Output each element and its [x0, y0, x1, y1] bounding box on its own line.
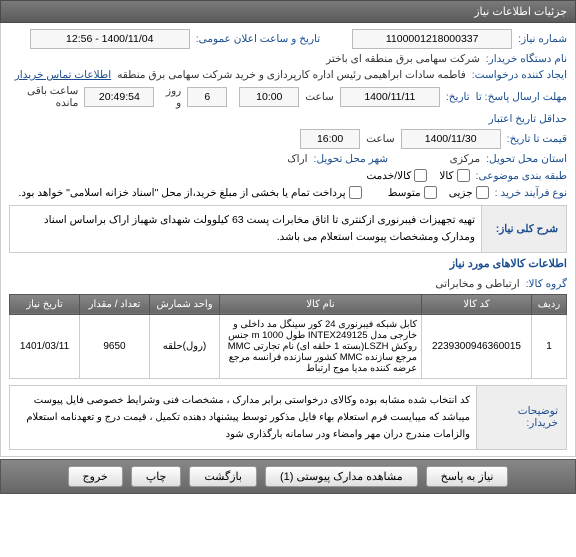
buy-process-label: نوع فرآیند خرید : — [495, 187, 567, 199]
items-table: ردیف کد کالا نام کالا واحد شمارش تعداد /… — [9, 294, 567, 379]
th-date: تاریخ نیاز — [10, 294, 80, 314]
bp-motavaset-label: متوسط — [388, 187, 421, 199]
cell-code: 2239300946360015 — [422, 314, 532, 378]
buyer-spec-label: توضیحات خریدار: — [476, 386, 566, 449]
group-value: ارتباطی و مخابراتی — [435, 278, 519, 290]
bottom-bar: نیاز به پاسخ مشاهده مدارک پیوستی (1) باز… — [0, 459, 576, 494]
bp-jozi[interactable]: جزیی — [449, 186, 489, 199]
days-remain-input[interactable] — [187, 87, 227, 107]
th-row: ردیف — [532, 294, 567, 314]
category-label: طبقه بندی موضوعی: — [476, 170, 567, 182]
hours-remain-post: ساعت باقی مانده — [9, 85, 78, 109]
desc-content: تهیه تجهیزات فیبرنوری ازکنتری تا اتاق مخ… — [10, 206, 481, 252]
items-section-title: اطلاعات کالاهای مورد نیاز — [450, 257, 567, 270]
buyer-spec-section: توضیحات خریدار: کد انتخاب شده مشابه بوده… — [9, 385, 567, 450]
attachments-button[interactable]: مشاهده مدارک پیوستی (1) — [265, 466, 418, 487]
deadline-label2: تاریخ: — [446, 91, 470, 103]
th-unit: واحد شمارش — [150, 294, 220, 314]
cat-kala-label: کالا — [439, 170, 453, 182]
cat-kala-checkbox[interactable] — [457, 169, 470, 182]
validity-label2: قیمت تا تاریخ: — [507, 133, 567, 145]
cell-name: کابل شبکه فیبرنوری 24 کور سینگل مد داخلی… — [220, 314, 422, 378]
print-button[interactable]: چاپ — [131, 466, 182, 487]
form-body: شماره نیاز: تاریخ و ساعت اعلان عمومی: نا… — [0, 23, 576, 457]
bp-motavaset[interactable]: متوسط — [388, 186, 437, 199]
back-button[interactable]: نیاز به پاسخ — [426, 466, 509, 487]
table-row[interactable]: 1 2239300946360015 کابل شبکه فیبرنوری 24… — [10, 314, 567, 378]
validity-time-input[interactable] — [300, 129, 360, 149]
cat-kala-khedmat-label: کالا/خدمت — [366, 170, 411, 182]
deadline-date-input[interactable] — [340, 87, 440, 107]
announce-input[interactable] — [30, 29, 190, 49]
buyer-org-value: شرکت سهامی برق منطقه ای باختر — [326, 53, 480, 65]
province-label: استان محل تحویل: — [486, 153, 567, 165]
payment-note-item[interactable]: پرداخت تمام یا بخشی از مبلغ خرید،از محل … — [19, 186, 362, 199]
exit-button[interactable]: خروج — [68, 466, 123, 487]
city-label: شهر محل تحویل: — [314, 153, 389, 165]
group-label: گروه کالا: — [526, 278, 567, 290]
cat-kala-khedmat[interactable]: کالا/خدمت — [366, 169, 427, 182]
creator-value: فاطمه سادات ابراهیمی رئیس اداره کارپرداز… — [117, 69, 466, 81]
creator-label: ایجاد کننده درخواست: — [472, 69, 567, 81]
cell-date: 1401/03/11 — [10, 314, 80, 378]
time-label-1: ساعت — [305, 91, 334, 103]
th-name: نام کالا — [220, 294, 422, 314]
return-button[interactable]: بازگشت — [189, 466, 257, 487]
th-qty: تعداد / مقدار — [80, 294, 150, 314]
cell-qty: 9650 — [80, 314, 150, 378]
cat-kala[interactable]: کالا — [439, 169, 469, 182]
deadline-time-input[interactable] — [239, 87, 299, 107]
province-value: مرکزی — [420, 153, 480, 165]
validity-label: حداقل تاریخ اعتبار — [489, 113, 567, 125]
deadline-label: مهلت ارسال پاسخ: تا — [476, 91, 567, 103]
bp-motavaset-checkbox[interactable] — [424, 186, 437, 199]
days-remain-post: روز و — [160, 85, 181, 109]
cell-unit: (رول)حلقه — [150, 314, 220, 378]
hours-remain-input[interactable] — [84, 87, 154, 107]
panel-header: جزئیات اطلاعات نیاز — [0, 0, 576, 23]
contact-link[interactable]: اطلاعات تماس خریدار — [15, 69, 111, 81]
panel-title: جزئیات اطلاعات نیاز — [474, 6, 567, 18]
buyer-org-label: نام دستگاه خریدار: — [486, 53, 567, 65]
bp-jozi-checkbox[interactable] — [476, 186, 489, 199]
cell-row: 1 — [532, 314, 567, 378]
desc-label: شرح کلی نیاز: — [481, 206, 566, 252]
bp-jozi-label: جزیی — [449, 187, 473, 199]
table-header-row: ردیف کد کالا نام کالا واحد شمارش تعداد /… — [10, 294, 567, 314]
cat-kala-khedmat-checkbox[interactable] — [414, 169, 427, 182]
need-no-label: شماره نیاز: — [518, 33, 567, 45]
buyer-spec-content: کد انتخاب شده مشابه بوده وکالای درخواستی… — [10, 386, 476, 449]
payment-note-checkbox[interactable] — [349, 186, 362, 199]
announce-label: تاریخ و ساعت اعلان عمومی: — [196, 33, 320, 45]
desc-section: شرح کلی نیاز: تهیه تجهیزات فیبرنوری ازکن… — [9, 205, 567, 253]
validity-date-input[interactable] — [401, 129, 501, 149]
city-value: اراک — [287, 153, 307, 165]
payment-note-text: پرداخت تمام یا بخشی از مبلغ خرید،از محل … — [19, 187, 346, 199]
time-label-2: ساعت — [366, 133, 395, 145]
need-no-input[interactable] — [352, 29, 512, 49]
th-code: کد کالا — [422, 294, 532, 314]
